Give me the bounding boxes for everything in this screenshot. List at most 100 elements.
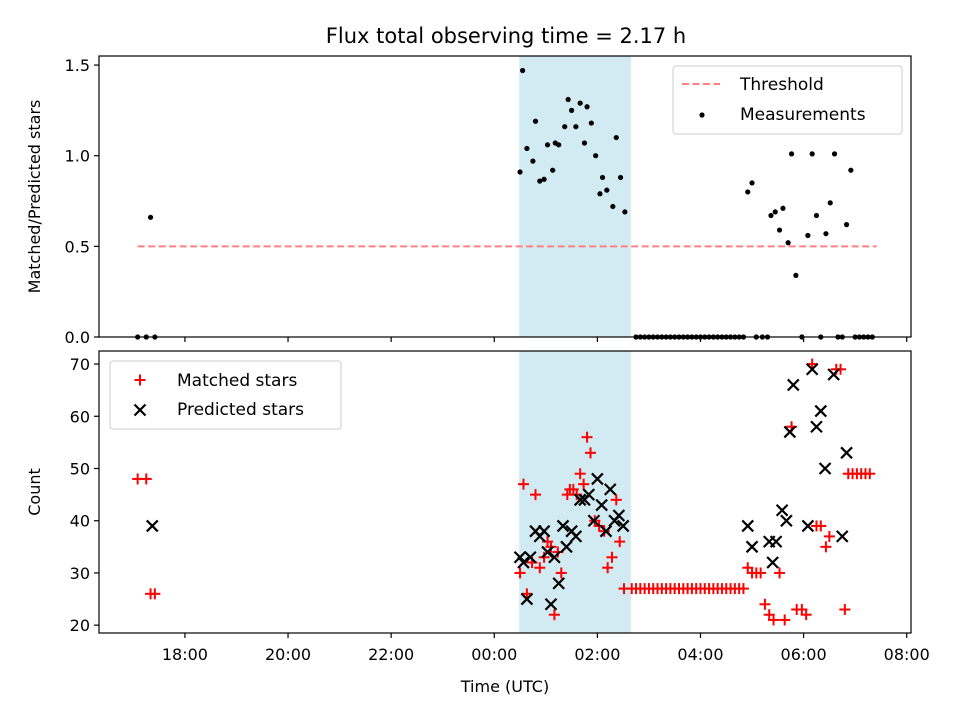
predicted-star-point <box>524 550 537 564</box>
matched-star-point <box>538 551 550 563</box>
y-tick-label: 0.5 <box>65 237 90 256</box>
matched-star-point <box>815 520 827 532</box>
matched-star-point <box>548 609 560 621</box>
matched-star-point <box>598 525 610 537</box>
matched-star-point <box>774 567 786 579</box>
count-panel: 20 30 40 50 60 70 18:00 20:00 22:00 00:00 02:00 04:… <box>25 350 930 696</box>
predicted-star-point <box>827 368 840 381</box>
measurement-point <box>843 222 850 228</box>
measurement-point <box>599 174 606 181</box>
measurement-point <box>581 140 588 146</box>
x-tick-label: 08:00 <box>884 645 930 664</box>
predicted-star-point <box>805 362 819 376</box>
matched-star-point <box>768 614 780 626</box>
predicted-star-point <box>775 503 789 517</box>
measurement-point <box>831 151 838 157</box>
predicted-star-point <box>780 514 793 528</box>
measurement-point <box>565 96 571 103</box>
legend-threshold-label: Threshold <box>739 75 824 95</box>
predicted-star-point <box>582 488 596 501</box>
y-tick-label: 30 <box>70 564 90 583</box>
x-tick-label: 18:00 <box>162 645 208 664</box>
matched-star-point <box>800 609 812 621</box>
y-tick-label: 0.0 <box>65 328 90 347</box>
legend-box <box>672 65 903 135</box>
predicted-star-point <box>840 446 853 460</box>
predicted-star-point <box>766 556 779 569</box>
matched-star-point <box>820 541 832 553</box>
legend-predicted-label: Predicted stars <box>177 400 304 420</box>
ratio-panel: 0.0 0.5 1.0 1.5 Matched/Predicted stars Thres… <box>25 55 912 347</box>
predicted-star-point <box>595 498 608 512</box>
measurement-point <box>813 212 820 219</box>
predicted-star-point <box>783 425 797 439</box>
matched-star-point <box>737 583 749 595</box>
measurement-point <box>793 272 799 278</box>
x-axis-label: Time (UTC) <box>460 677 549 696</box>
predicted-star-point <box>787 378 800 392</box>
y-tick-label: 1.0 <box>65 147 90 166</box>
measurement-point <box>530 158 536 164</box>
matched-star-point <box>514 567 526 579</box>
measurement-point <box>610 203 616 210</box>
measurement-point <box>809 151 815 157</box>
matched-star-point <box>839 604 851 615</box>
predicted-star-point <box>745 540 759 554</box>
predicted-star-point <box>612 509 626 522</box>
measurement-point <box>768 212 774 219</box>
predicted-star-point <box>541 545 554 559</box>
predicted-star-point <box>556 519 570 533</box>
measurement-point <box>597 191 603 197</box>
y-axis-label: Count <box>25 468 44 516</box>
matched-star-point <box>602 562 614 574</box>
matched-star-point <box>581 431 593 443</box>
x-tick-label: 20:00 <box>265 645 311 664</box>
measurement-point <box>524 145 530 152</box>
predicted-star-point <box>603 483 617 496</box>
measurement-point <box>772 209 778 215</box>
predicted-star-point <box>616 519 630 533</box>
legend-matched-label: Matched stars <box>177 371 297 391</box>
predicted-star-point <box>520 592 534 606</box>
measurement-point <box>584 104 590 110</box>
matched-star-point <box>759 598 771 610</box>
matched-star-point <box>864 468 876 480</box>
predicted-star-point <box>599 524 613 538</box>
legend-measurement-label: Measurements <box>740 105 866 125</box>
predicted-star-point <box>835 530 849 543</box>
y-tick-label: 1.5 <box>65 56 90 75</box>
measurement-point <box>827 200 833 206</box>
axes-frame <box>98 55 912 338</box>
predicted-star-point <box>769 535 783 548</box>
matched-star-point <box>823 530 835 542</box>
matched-star-point <box>149 588 161 600</box>
measurement-point <box>848 167 854 173</box>
x-tick-label: 00:00 <box>471 645 517 664</box>
matched-star-point <box>584 447 596 459</box>
measurement-point <box>541 176 547 182</box>
measurement-point <box>749 180 755 186</box>
measurement-point <box>588 120 594 126</box>
measurement-point <box>562 124 568 130</box>
x-tick-label: 22:00 <box>368 645 414 664</box>
y-tick-label: 70 <box>70 355 90 374</box>
shaded-span <box>519 56 631 337</box>
y-axis-label: Matched/Predicted stars <box>25 100 44 294</box>
measurement-point <box>577 100 583 106</box>
y-tick-label: 50 <box>70 460 90 479</box>
measurement-point <box>780 205 786 211</box>
predicted-star-point <box>548 550 561 564</box>
matched-star-point <box>517 478 529 490</box>
matched-star-point <box>561 489 573 501</box>
predicted-star-point <box>145 519 159 533</box>
measurement-point <box>745 189 751 195</box>
predicted-star-point <box>560 540 573 554</box>
measurement-point <box>537 178 543 184</box>
matched-star-point <box>555 567 567 579</box>
matched-star-point <box>614 536 626 548</box>
predicted-star-point <box>814 404 828 418</box>
predicted-star-point <box>818 462 832 475</box>
matched-star-point <box>606 551 618 563</box>
predicted-star-point <box>569 530 583 543</box>
